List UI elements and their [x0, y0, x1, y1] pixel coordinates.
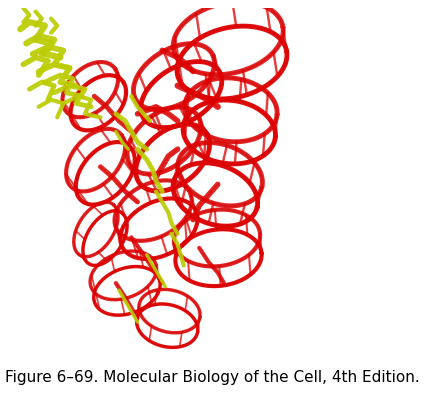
- Text: Figure 6–69. Molecular Biology of the Cell, 4th Edition.: Figure 6–69. Molecular Biology of the Ce…: [5, 370, 420, 385]
